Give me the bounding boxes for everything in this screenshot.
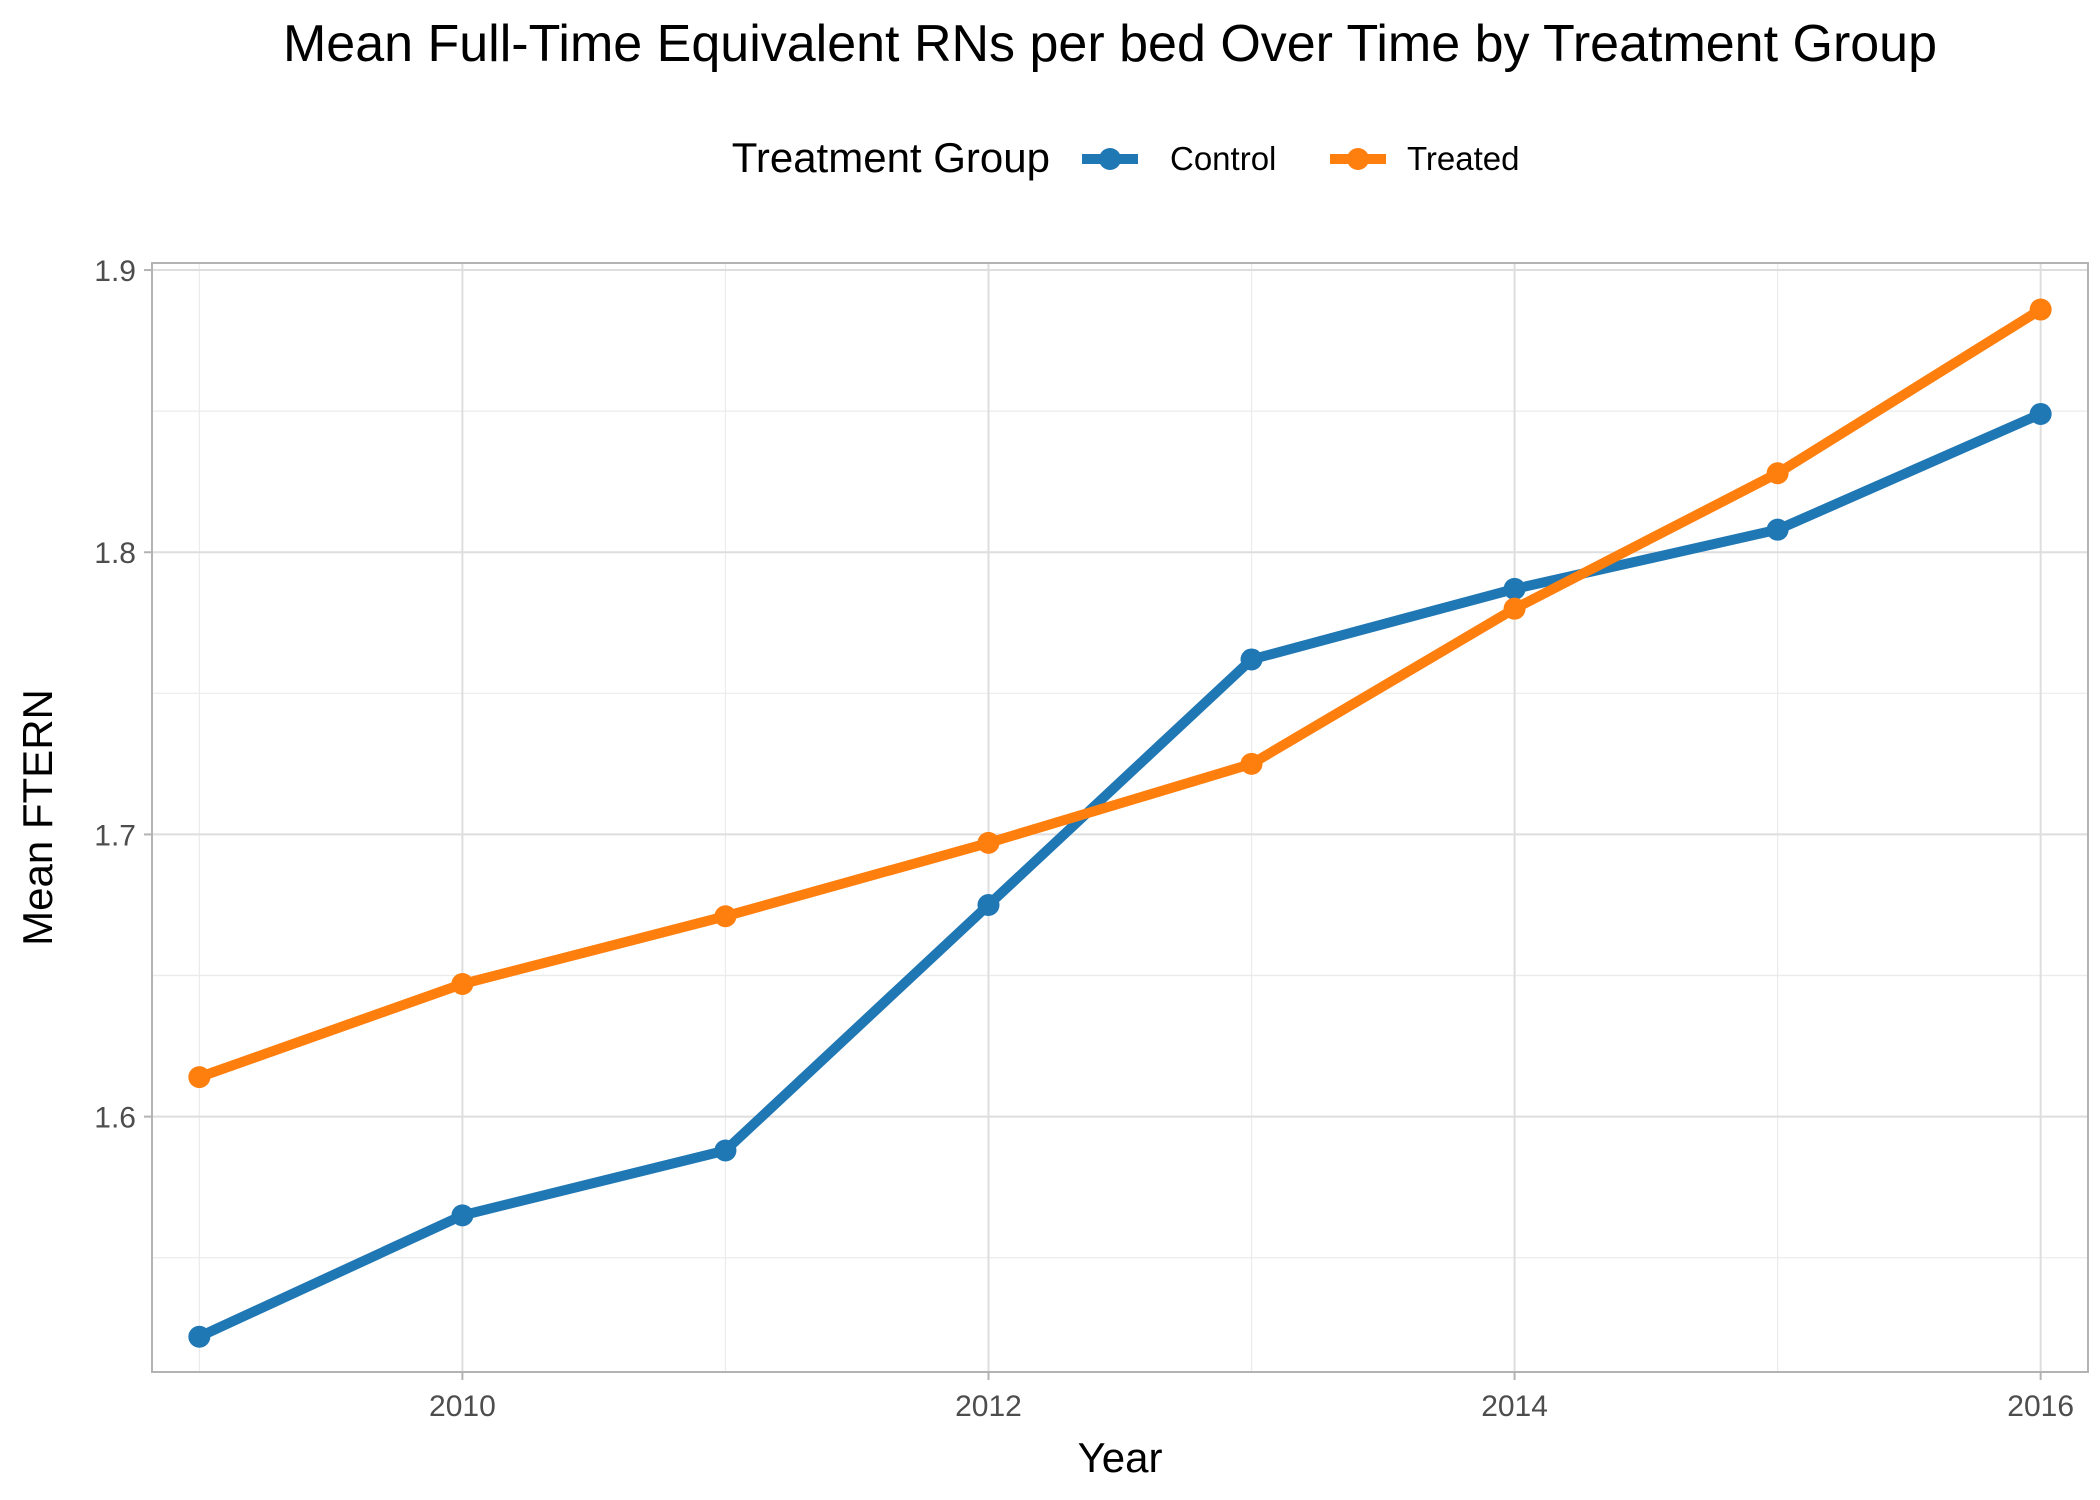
- minor-gridlines: [152, 263, 2088, 1372]
- legend-key-point-treated: [1347, 148, 1369, 170]
- data-point-control: [188, 1325, 211, 1348]
- series-layer: [188, 298, 2052, 1348]
- legend-title: Treatment Group: [732, 134, 1050, 181]
- data-point-treated: [714, 905, 737, 928]
- x-axis-title: Year: [1078, 1434, 1163, 1481]
- data-point-control: [451, 1204, 474, 1227]
- chart-title: Mean Full-Time Equivalent RNs per bed Ov…: [282, 15, 1938, 73]
- y-axis-title: Mean FTERN: [14, 689, 61, 946]
- y-tick-label: 1.6: [94, 1102, 136, 1135]
- data-point-treated: [2029, 298, 2052, 321]
- legend-label-treated: Treated: [1407, 140, 1520, 177]
- data-point-treated: [1503, 597, 1526, 620]
- major-gridlines: [152, 263, 2088, 1372]
- y-axis-ticks: 1.6 1.7 1.8 1.9: [94, 255, 152, 1135]
- data-point-treated: [1766, 462, 1789, 485]
- data-point-control: [2029, 402, 2052, 425]
- plot-panel-border: [151, 262, 2089, 1373]
- x-tick-label: 2010: [429, 1390, 496, 1423]
- x-tick-label: 2016: [2007, 1390, 2074, 1423]
- data-point-treated: [977, 831, 1000, 854]
- data-point-control: [714, 1139, 737, 1162]
- data-point-control: [1766, 518, 1789, 541]
- series-line-treated: [197, 305, 2044, 1082]
- data-point-treated: [451, 972, 474, 995]
- series-line-control: [197, 409, 2043, 1342]
- x-axis-ticks: 2010 2012 2014 2016: [429, 1372, 2074, 1423]
- data-point-treated: [1240, 752, 1263, 775]
- legend-key-point-control: [1099, 148, 1121, 170]
- data-point-control: [977, 893, 1000, 916]
- data-point-control: [1503, 577, 1526, 600]
- y-tick-label: 1.8: [94, 537, 136, 570]
- x-tick-label: 2012: [955, 1390, 1022, 1423]
- y-tick-label: 1.9: [94, 255, 136, 288]
- y-tick-label: 1.7: [94, 819, 136, 852]
- data-point-treated: [188, 1066, 211, 1089]
- data-point-control: [1240, 648, 1263, 671]
- x-tick-label: 2014: [1481, 1390, 1548, 1423]
- legend-label-control: Control: [1170, 140, 1276, 177]
- legend: Treatment Group Control Treated: [732, 134, 1520, 181]
